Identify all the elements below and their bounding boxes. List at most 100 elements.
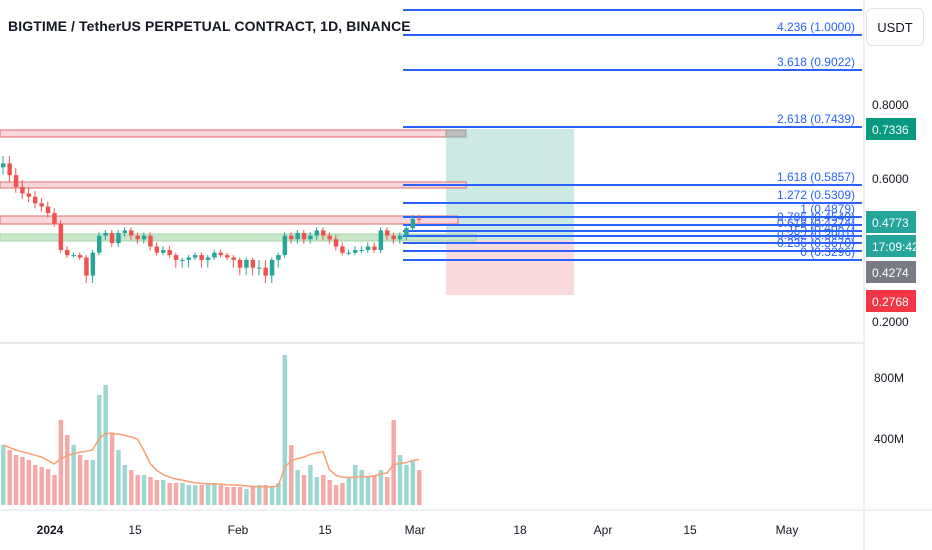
candle-body (365, 246, 371, 250)
time-tick-label: May (776, 523, 799, 537)
volume-bar (225, 487, 230, 505)
symbol-title[interactable]: BIGTIME / TetherUS PERPETUAL CONTRACT, 1… (8, 18, 411, 34)
volume-bar (109, 433, 115, 505)
volume-bar (77, 455, 83, 505)
volume-bar (263, 485, 268, 505)
candle-body (84, 257, 89, 276)
resistance-zone (0, 129, 467, 138)
candle-body (225, 255, 230, 258)
candle-body (65, 249, 70, 256)
candle-body (301, 232, 307, 240)
candle-body (71, 255, 76, 257)
time-tick-label: Mar (405, 523, 426, 537)
candle-body (7, 163, 12, 176)
volume-bar (71, 445, 76, 505)
candle-body (340, 246, 345, 253)
fib-level-label: 0.618 (0.4274) (777, 216, 855, 230)
volume-bar (365, 477, 371, 505)
volume-bar (65, 435, 70, 505)
volume-bar (327, 480, 332, 505)
volume-bar (180, 483, 185, 505)
price-badge-label: 0.2768 (872, 295, 909, 309)
candle-body (52, 213, 57, 224)
volume-bar (391, 420, 396, 505)
currency-button[interactable]: USDT (866, 8, 924, 46)
volume-bar (26, 460, 32, 505)
candle-body (385, 230, 390, 236)
volume-bar (295, 470, 300, 505)
candle-body (295, 232, 300, 240)
candle-body (193, 255, 198, 258)
candle-body (129, 230, 134, 236)
volume-bar (282, 355, 288, 505)
volume-bar (289, 445, 294, 505)
price-badge (866, 290, 916, 312)
candle-body (173, 255, 179, 260)
volume-bar (58, 420, 64, 505)
volume-bar (20, 457, 25, 505)
candle-body (148, 235, 153, 247)
candles (1, 155, 422, 283)
candle-body (333, 239, 339, 247)
volume-bar (90, 460, 96, 505)
candle-body (39, 203, 44, 207)
price-badge (866, 261, 916, 283)
candle-body (33, 196, 38, 204)
volume-bar (378, 470, 384, 505)
volume-bar (167, 483, 172, 505)
price-badge-label: 17:09:42 (872, 240, 919, 254)
candle-body (58, 223, 64, 250)
resistance-zone-handle (445, 129, 467, 138)
fib-level-label: 0 (0.3296) (800, 245, 855, 259)
volume-bar (231, 487, 236, 505)
volume-bar (397, 455, 403, 505)
volume-bar (353, 465, 358, 505)
candle-body (250, 259, 256, 268)
stop-zone (446, 240, 574, 295)
fib-level-label: 1.618 (0.5857) (777, 170, 855, 184)
candle-body (218, 252, 224, 256)
volume-bar (205, 483, 211, 505)
fib-level-label: 0.786 (0.4540) (777, 210, 855, 224)
volume-bar (212, 483, 217, 505)
time-tick-label: 15 (683, 523, 697, 537)
candle-body (410, 218, 416, 229)
candle-body (314, 230, 320, 236)
support-zone (0, 233, 477, 242)
candle-body (263, 267, 268, 276)
volume-bar (103, 385, 108, 505)
price-badge (866, 118, 916, 140)
candle-body (237, 259, 243, 268)
volume-bar (250, 487, 256, 505)
volume-ma-line (2, 432, 420, 488)
fib-level-label: 3.618 (0.9022) (777, 55, 855, 69)
candle-body (180, 259, 185, 261)
candle-body (199, 255, 204, 260)
candle-body (116, 232, 121, 244)
candle-body (212, 252, 217, 258)
volume-bar (33, 465, 38, 505)
volume-bar (385, 477, 390, 505)
candle-body (359, 249, 364, 251)
candle-body (391, 235, 396, 240)
volume-bar (244, 489, 249, 505)
volume-bar (173, 483, 179, 505)
volume-bar (7, 450, 12, 505)
price-tick-label: 0.6000 (872, 172, 909, 186)
volume-bar (154, 480, 160, 505)
volume-bar (301, 475, 307, 505)
candle-body (327, 235, 332, 240)
candle-body (186, 257, 192, 260)
fib-level-label: 0.5 (0.4087) (790, 221, 855, 235)
fib-level-label: 4.236 (1.0000) (777, 20, 855, 34)
candle-body (103, 232, 108, 236)
fib-level-label: 1 (0.4879) (800, 202, 855, 216)
candle-body (353, 249, 358, 253)
fib-level-label: 0.236 (0.3670) (777, 236, 855, 250)
volume-bar (52, 475, 57, 505)
volume-bar (13, 455, 19, 505)
volume-bar (257, 485, 262, 505)
volume-bar (314, 477, 320, 505)
time-tick-label: 15 (128, 523, 142, 537)
